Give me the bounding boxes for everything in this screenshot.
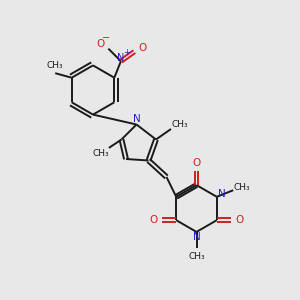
Text: CH₃: CH₃ xyxy=(92,149,109,158)
Text: O: O xyxy=(192,158,201,168)
Text: CH₃: CH₃ xyxy=(233,183,250,192)
Text: N: N xyxy=(133,114,140,124)
Text: O: O xyxy=(150,215,158,225)
Text: CH₃: CH₃ xyxy=(171,120,188,129)
Text: N: N xyxy=(218,189,226,199)
Text: N: N xyxy=(117,52,124,63)
Text: CH₃: CH₃ xyxy=(188,252,205,261)
Text: CH₃: CH₃ xyxy=(46,61,63,70)
Text: N: N xyxy=(193,232,200,242)
Text: +: + xyxy=(123,48,130,57)
Text: −: − xyxy=(102,32,110,43)
Text: O: O xyxy=(235,215,243,225)
Text: O: O xyxy=(138,43,147,53)
Text: O: O xyxy=(97,39,105,49)
